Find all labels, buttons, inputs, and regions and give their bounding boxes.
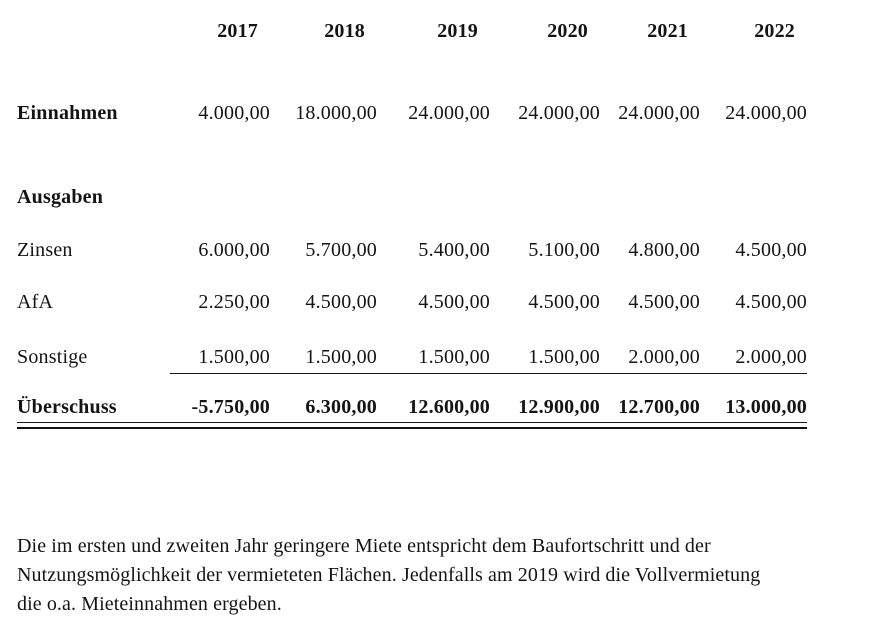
cell-value: 12.600,00	[377, 395, 490, 423]
cell-value: 4.500,00	[528, 291, 600, 313]
row-label: Zinsen	[17, 239, 73, 261]
cell-value: 5.400,00	[418, 239, 490, 261]
cell-value: 12.700,00	[600, 395, 700, 423]
cell-value: 1.500,00	[270, 345, 377, 374]
year-header: 2018	[324, 20, 365, 42]
year-header: 2020	[547, 20, 588, 42]
year-header: 2022	[754, 20, 795, 42]
cell-value: -5.750,00	[170, 395, 270, 423]
cell-value: 24.000,00	[618, 102, 700, 124]
table-header-row: 2017 2018 2019 2020 2021 2022	[17, 19, 807, 44]
cell-value: 18.000,00	[295, 102, 377, 124]
cell-value: 4.500,00	[305, 291, 377, 313]
year-header: 2017	[217, 20, 258, 42]
cell-value: 4.500,00	[735, 291, 807, 313]
cell-value: 2.250,00	[198, 291, 270, 313]
cell-value: 5.100,00	[528, 239, 600, 261]
cell-value: 4.500,00	[418, 291, 490, 313]
cell-value: 6.000,00	[198, 239, 270, 261]
table-row-sonstige: Sonstige 1.500,00 1.500,00 1.500,00 1.50…	[17, 345, 807, 374]
cell-value: 5.700,00	[305, 239, 377, 261]
year-header: 2021	[647, 20, 688, 42]
note-line: Nutzungsmöglichkeit der vermieteten Fläc…	[17, 564, 761, 586]
table-row-zinsen: Zinsen 6.000,00 5.700,00 5.400,00 5.100,…	[17, 238, 807, 263]
row-label: Sonstige	[17, 346, 88, 368]
scanned-document-page: 2017 2018 2019 2020 2021 2022 Einnahmen …	[0, 19, 892, 642]
table-row-ausgaben: Ausgaben	[17, 185, 807, 210]
cell-value: 13.000,00	[700, 395, 807, 423]
header-spacer-cell	[17, 19, 170, 44]
cell-value: 12.900,00	[490, 395, 600, 423]
table-row-afa: AfA 2.250,00 4.500,00 4.500,00 4.500,00 …	[17, 290, 807, 315]
note-line: Die im ersten und zweiten Jahr geringere…	[17, 535, 711, 557]
row-label: Einnahmen	[17, 102, 118, 124]
cell-value: 6.300,00	[270, 395, 377, 423]
cell-value: 1.500,00	[170, 345, 270, 374]
note-line: die o.a. Mieteinnahmen ergeben.	[17, 593, 282, 615]
cell-value: 2.000,00	[600, 345, 700, 374]
year-header: 2019	[437, 20, 478, 42]
cell-value: 4.800,00	[628, 239, 700, 261]
cell-value: 24.000,00	[725, 102, 807, 124]
section-label: Ausgaben	[17, 186, 104, 208]
row-label: AfA	[17, 291, 54, 313]
cell-value: 4.500,00	[735, 239, 807, 261]
cell-value: 1.500,00	[377, 345, 490, 374]
note-paragraph: Die im ersten und zweiten Jahr geringere…	[17, 532, 869, 619]
cell-value: 24.000,00	[408, 102, 490, 124]
cell-value: 24.000,00	[518, 102, 600, 124]
table-row-ueberschuss: Überschuss -5.750,00 6.300,00 12.600,00 …	[17, 395, 807, 429]
row-label: Überschuss	[17, 395, 170, 423]
table-row-einnahmen: Einnahmen 4.000,00 18.000,00 24.000,00 2…	[17, 101, 807, 126]
cell-value: 2.000,00	[700, 345, 807, 374]
cell-value: 4.000,00	[198, 102, 270, 124]
cell-value: 1.500,00	[490, 345, 600, 374]
cell-value: 4.500,00	[628, 291, 700, 313]
